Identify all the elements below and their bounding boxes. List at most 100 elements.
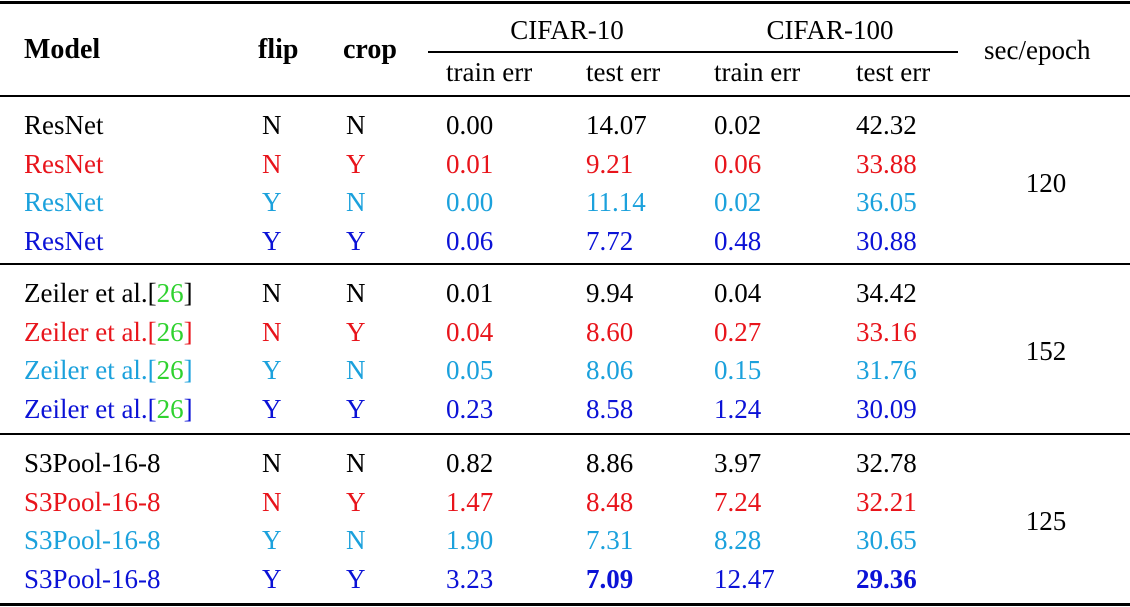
flip-cell: Y [262,563,282,594]
c100-train-cell: 0.48 [714,225,762,256]
sec-epoch-cell: 152 [1025,335,1067,366]
flip-cell: Y [262,525,282,555]
crop-cell: Y [346,316,366,347]
model-name: Zeiler et al.[ [24,393,157,424]
crop-cell: N [346,110,366,140]
c100-test-cell: 42.32 [856,110,917,140]
c10-train-cell: 0.06 [446,225,494,256]
model-name: ResNet [24,187,104,217]
c100-train-cell: 0.04 [714,278,762,308]
c10-train-cell: 3.23 [446,563,494,594]
c10-train-cell: 0.04 [446,316,494,347]
flip-cell: Y [262,393,282,424]
c100-test-cell: 36.05 [856,187,917,217]
citation-link[interactable]: 26 [156,278,184,308]
model-name: Zeiler et al.[ [24,355,157,385]
header-c10-test-err: test err [586,57,661,87]
c10-train-cell: 1.47 [446,486,494,517]
c10-train-cell: 0.00 [446,110,494,140]
model-cell: S3Pool-16-8 [24,560,161,598]
sec-epoch-cell: 120 [1025,167,1067,198]
model-name: S3Pool-16-8 [24,448,161,478]
crop-cell: Y [346,393,366,424]
model-name: S3Pool-16-8 [24,525,161,555]
model-cell: Zeiler et al.[26] [24,390,193,428]
bottom-rule [0,603,1130,606]
top-rule [0,1,1130,4]
c10-test-cell: 9.21 [586,148,634,179]
citation-link[interactable]: 26 [156,316,184,347]
c100-test-cell: 31.76 [856,355,917,385]
header-sec-epoch: sec/epoch [984,35,1091,65]
citation-bracket: ] [183,355,193,385]
c100-test-cell: 32.21 [856,486,917,517]
citation-link[interactable]: 26 [156,355,184,385]
model-cell: ResNet [24,106,103,144]
model-cell: Zeiler et al.[26] [24,274,193,312]
header-model: Model [24,34,101,65]
c10-train-cell: 0.23 [446,393,494,424]
header-crop: crop [343,34,397,65]
c10-train-cell: 0.00 [446,187,494,217]
model-name: Zeiler et al.[ [24,278,157,308]
flip-cell: Y [262,187,282,217]
c10-train-cell: 0.01 [446,148,494,179]
crop-cell: N [346,278,366,308]
c100-test-cell: 33.88 [856,148,917,179]
header-c100-test-err: test err [856,57,931,87]
c10-test-cell: 11.14 [586,187,646,217]
c100-train-cell: 8.28 [714,525,762,555]
crop-cell: Y [346,486,366,517]
header-flip: flip [258,34,299,65]
model-cell: Zeiler et al.[26] [24,313,193,351]
c10-test-cell: 7.31 [586,525,634,555]
c100-train-cell: 7.24 [714,486,762,517]
crop-cell: Y [346,225,366,256]
crop-cell: N [346,355,366,385]
c100-train-cell: 0.02 [714,110,762,140]
c10-test-cell: 7.09 [586,563,634,594]
flip-cell: N [262,148,282,179]
model-name: S3Pool-16-8 [24,486,161,517]
citation-link[interactable]: 26 [156,393,184,424]
model-cell: S3Pool-16-8 [24,521,161,559]
c100-train-cell: 0.06 [714,148,762,179]
crop-cell: N [346,525,366,555]
c100-train-cell: 0.15 [714,355,762,385]
crop-cell: N [346,187,366,217]
model-name: Zeiler et al.[ [24,316,157,347]
citation-bracket: ] [183,393,193,424]
c10-train-cell: 0.82 [446,448,494,478]
crop-cell: Y [346,563,366,594]
c100-test-cell: 30.88 [856,225,917,256]
group1-bottom-rule [0,263,1130,265]
model-cell: ResNet [24,222,103,260]
crop-cell: Y [346,148,366,179]
c100-test-cell: 32.78 [856,448,917,478]
c10-test-cell: 8.06 [586,355,634,385]
c10-test-cell: 14.07 [586,110,647,140]
crop-cell: N [346,448,366,478]
model-name: ResNet [24,110,104,140]
c10-train-cell: 0.05 [446,355,494,385]
flip-cell: N [262,486,282,517]
c10-test-cell: 8.58 [586,393,634,424]
cifar100-header-rule [700,51,958,53]
group2-bottom-rule [0,433,1130,435]
c100-train-cell: 0.27 [714,316,762,347]
model-cell: S3Pool-16-8 [24,444,161,482]
header-cifar10: CIFAR-10 [510,15,624,45]
header-c10-train-err: train err [446,57,533,87]
c100-test-cell: 33.16 [856,316,917,347]
header-c100-train-err: train err [714,57,801,87]
c100-train-cell: 3.97 [714,448,762,478]
c10-test-cell: 7.72 [586,225,634,256]
model-cell: Zeiler et al.[26] [24,351,193,389]
flip-cell: N [262,448,282,478]
c10-test-cell: 8.86 [586,448,634,478]
model-name: S3Pool-16-8 [24,563,161,594]
c10-test-cell: 8.48 [586,486,634,517]
flip-cell: N [262,278,282,308]
citation-bracket: ] [183,278,193,308]
c100-test-cell: 29.36 [856,563,917,594]
